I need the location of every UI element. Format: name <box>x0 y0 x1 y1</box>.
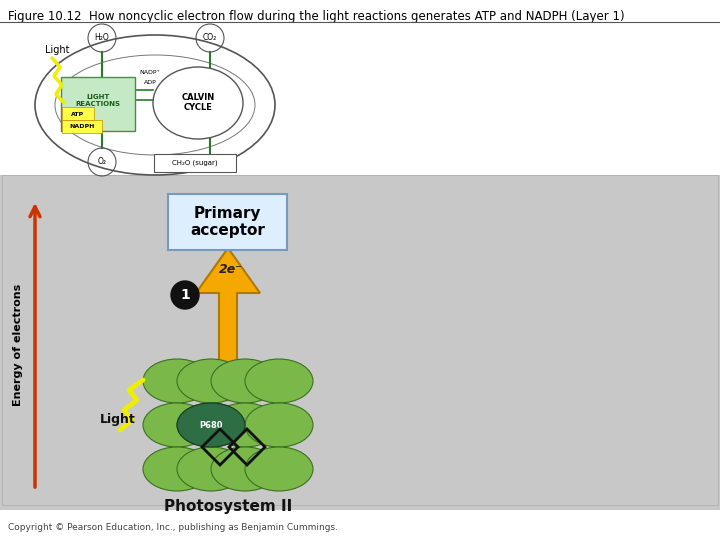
Text: 1: 1 <box>180 288 190 302</box>
Text: P680: P680 <box>199 421 222 429</box>
Ellipse shape <box>245 359 313 403</box>
Ellipse shape <box>177 403 245 447</box>
Bar <box>2 175 718 505</box>
Ellipse shape <box>211 359 279 403</box>
Text: CH₂O (sugar): CH₂O (sugar) <box>172 160 218 166</box>
Ellipse shape <box>211 447 279 491</box>
Bar <box>0 22 720 175</box>
Text: Light: Light <box>45 45 70 55</box>
Text: Energy of electrons: Energy of electrons <box>13 284 23 406</box>
Text: CYCLE: CYCLE <box>184 104 212 112</box>
Text: O₂: O₂ <box>97 158 107 166</box>
Text: 2e⁻: 2e⁻ <box>219 263 243 276</box>
Ellipse shape <box>245 447 313 491</box>
Text: NADPH: NADPH <box>69 125 95 130</box>
Text: ATP: ATP <box>71 111 84 117</box>
Text: Figure 10.12  How noncyclic electron flow during the light reactions generates A: Figure 10.12 How noncyclic electron flow… <box>8 10 625 23</box>
Text: Photosystem II: Photosystem II <box>164 500 292 515</box>
Ellipse shape <box>143 359 211 403</box>
Ellipse shape <box>211 403 279 447</box>
Text: CALVIN: CALVIN <box>181 92 215 102</box>
Ellipse shape <box>177 359 245 403</box>
Text: NADP⁺: NADP⁺ <box>140 71 161 76</box>
Text: LIGHT: LIGHT <box>86 94 109 100</box>
Ellipse shape <box>143 403 211 447</box>
Text: Light: Light <box>100 414 136 427</box>
Circle shape <box>171 281 199 309</box>
Text: ADP: ADP <box>143 79 156 84</box>
Ellipse shape <box>177 447 245 491</box>
FancyBboxPatch shape <box>168 194 287 250</box>
Text: CO₂: CO₂ <box>203 33 217 43</box>
Ellipse shape <box>143 447 211 491</box>
Ellipse shape <box>177 403 245 447</box>
Text: H₂O: H₂O <box>94 33 109 43</box>
FancyBboxPatch shape <box>154 154 236 172</box>
Polygon shape <box>196 248 260 400</box>
Bar <box>0 175 720 510</box>
Text: Primary
acceptor: Primary acceptor <box>190 206 265 238</box>
Ellipse shape <box>245 403 313 447</box>
FancyBboxPatch shape <box>61 77 135 131</box>
Text: Copyright © Pearson Education, Inc., publishing as Benjamin Cummings.: Copyright © Pearson Education, Inc., pub… <box>8 523 338 532</box>
Text: REACTIONS: REACTIONS <box>76 101 120 107</box>
FancyBboxPatch shape <box>62 107 94 120</box>
FancyBboxPatch shape <box>62 120 102 133</box>
